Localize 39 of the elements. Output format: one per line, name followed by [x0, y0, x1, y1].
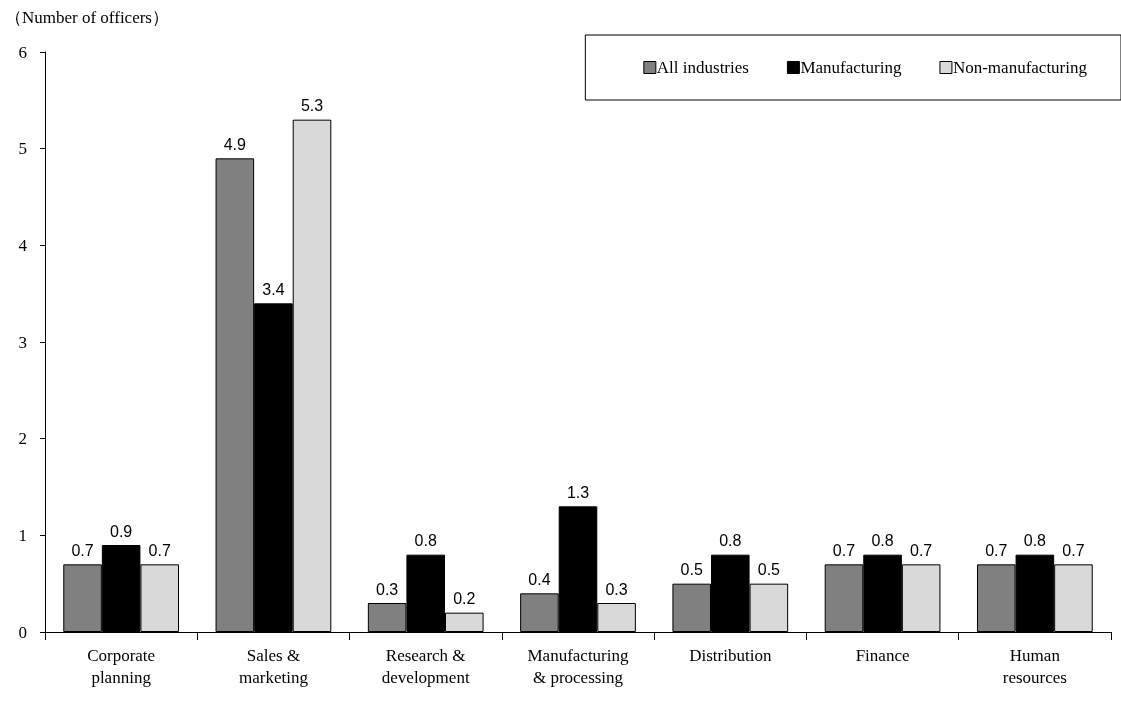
y-tick-label: 1	[18, 525, 27, 545]
y-tick-label: 2	[18, 429, 27, 449]
x-tick-label: Finance	[855, 645, 910, 665]
data-label: 0.9	[110, 522, 133, 540]
x-tick-label: Research & development	[381, 645, 470, 687]
y-tick-label: 4	[18, 235, 28, 255]
data-label: 0.7	[985, 541, 1008, 559]
y-axis-title: （Number of officers）	[5, 8, 169, 27]
y-tick-label: 6	[18, 42, 27, 62]
data-label: 4.9	[223, 135, 247, 153]
x-tick-label: Corporate planning	[87, 645, 156, 687]
data-label: 1.3	[566, 483, 590, 501]
legend-label: Manufacturing	[800, 58, 902, 77]
data-label: 3.4	[262, 280, 285, 298]
data-label: 5.3	[300, 97, 324, 115]
data-label: 0.4	[528, 570, 551, 588]
legend-label: All industries	[656, 58, 749, 77]
data-label: 0.2	[453, 590, 476, 608]
y-tick-label: 5	[18, 139, 27, 159]
data-label: 0.7	[910, 541, 933, 559]
data-label: 0.3	[605, 580, 628, 598]
data-label: 0.7	[148, 541, 171, 559]
data-label: 0.7	[71, 541, 94, 559]
data-label: 0.7	[1062, 541, 1085, 559]
x-tick-label: Human resources	[1002, 645, 1067, 687]
data-label: 0.8	[871, 532, 894, 550]
data-label: 0.5	[757, 561, 781, 579]
x-tick-label: Manufacturing & processing	[527, 645, 629, 687]
legend-label: Non-manufacturing	[952, 58, 1088, 77]
x-tick-label: Distribution	[689, 645, 772, 665]
data-label: 0.8	[1023, 532, 1047, 550]
y-tick-label: 3	[18, 332, 27, 352]
data-label: 0.7	[832, 541, 856, 559]
data-label: 0.8	[719, 532, 742, 550]
data-label: 0.8	[414, 532, 437, 550]
y-tick-label: 0	[18, 622, 27, 642]
data-label: 0.3	[376, 580, 399, 598]
data-label: 0.5	[680, 561, 703, 579]
x-tick-label: Sales & marketing	[238, 645, 309, 687]
